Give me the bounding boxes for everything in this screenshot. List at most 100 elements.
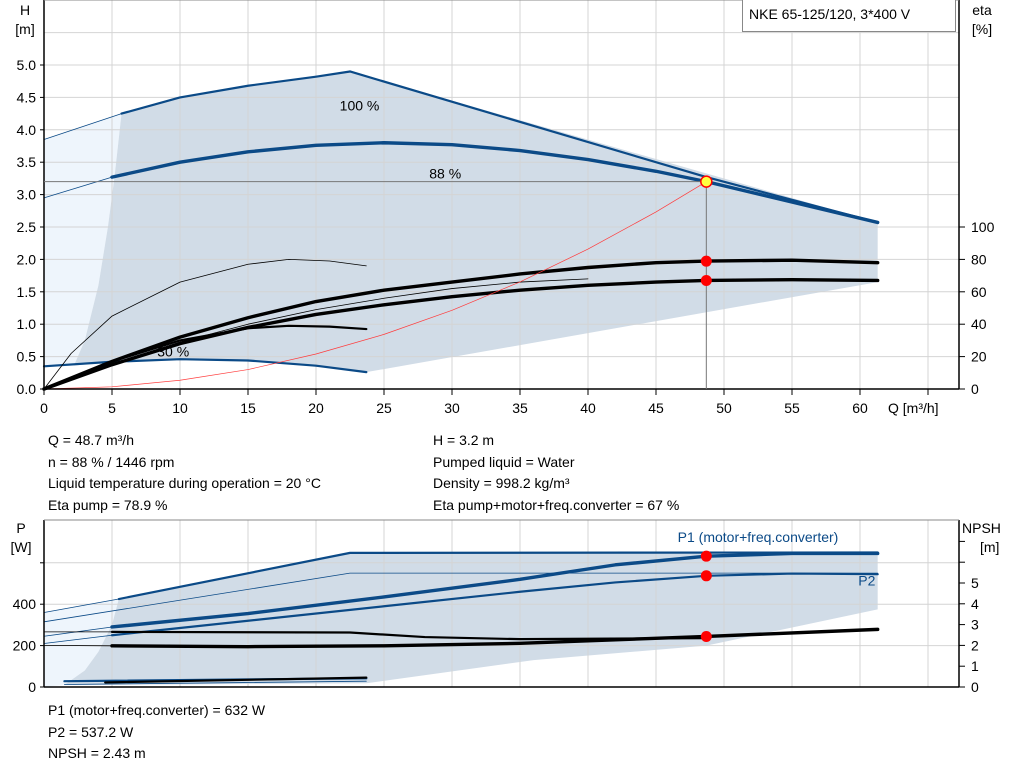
series-line-0 — [43, 598, 120, 613]
operating-envelope-area — [73, 71, 878, 373]
x-tick-label: 60 — [852, 400, 868, 416]
y-left-tick-label: 4.0 — [17, 122, 37, 138]
x-tick-label: 40 — [580, 400, 596, 416]
operating-info-left: Q = 48.7 m³/h n = 88 % / 1446 rpm Liquid… — [48, 430, 321, 516]
curve-label: 88 % — [429, 165, 461, 181]
y-left-tick-label: 5.0 — [17, 57, 37, 73]
y-left-tick-label: 2.5 — [17, 219, 37, 235]
y-right-tick-label: 4 — [971, 596, 979, 612]
y-right-tick-label: 2 — [971, 637, 979, 653]
y-right-tick-label: 20 — [971, 349, 987, 365]
series-line-5 — [43, 634, 113, 644]
info-eta-total: Eta pump+motor+freq.converter = 67 % — [433, 496, 680, 513]
curve-label: 30 % — [157, 344, 189, 360]
envelope-light-area — [44, 113, 122, 367]
info-density: Density = 998.2 kg/m³ — [433, 475, 570, 491]
series-line-12 — [110, 627, 880, 649]
x-tick-label: 55 — [784, 400, 800, 416]
y-left-tick-label: 3.5 — [17, 154, 37, 170]
p1-point — [700, 550, 712, 562]
y-left-tick-label: 3.0 — [17, 187, 37, 203]
p2-point — [700, 570, 712, 582]
y-axis-label-npsh-name: NPSH — [962, 520, 1001, 536]
curve-label: 100 % — [340, 97, 380, 113]
y-right-tick-label: 3 — [971, 617, 979, 633]
y-right-tick-label: 5 — [971, 575, 979, 591]
series-line-5 — [42, 358, 368, 374]
y-axis-label-npsh: NPSH [m] — [962, 519, 1022, 557]
x-tick-label: 50 — [716, 400, 732, 416]
y-right-tick-label: 0 — [971, 381, 979, 397]
info-npsh: NPSH = 2.43 m — [48, 745, 146, 761]
eta-total-point — [700, 274, 712, 286]
power-npsh-chart: 0 200 400 0 1 2 3 4 5 P1 (motor+freq.converter) P2 — [13, 519, 979, 695]
y-axis-label-p-unit: [W] — [10, 539, 32, 555]
operating-info-right: H = 3.2 m Pumped liquid = Water Density … — [433, 430, 679, 516]
pump-title-legend: NKE 65-125/120, 3*400 V — [742, 0, 956, 32]
y-axis-label-p-name: P — [16, 520, 26, 536]
x-axis-label-q: Q [m³/h] — [888, 400, 939, 416]
x-tick-label: 35 — [512, 400, 528, 416]
y-right-tick-label: 100 — [971, 219, 995, 235]
x-tick-label: 45 — [648, 400, 664, 416]
y-axis-label-h-name: H — [19, 2, 31, 18]
y-right-tick-label: 0 — [971, 679, 979, 695]
series-line-10 — [110, 630, 708, 641]
operating-envelope-area — [64, 552, 878, 685]
eta-pump-point — [700, 255, 712, 267]
series-line-0 — [43, 113, 122, 140]
y-axis-label-eta: eta [%] — [962, 1, 1002, 39]
envelope-light-area — [44, 599, 119, 687]
y-axis-label-eta-unit: [%] — [971, 21, 993, 37]
info-head: H = 3.2 m — [433, 432, 495, 448]
info-temperature: Liquid temperature during operation = 20… — [48, 475, 321, 491]
y-axis-label-p: P [W] — [6, 519, 36, 557]
x-tick-label: 25 — [376, 400, 392, 416]
y-left-tick-label: 400 — [13, 596, 37, 612]
y-axis-label-h-unit: [m] — [15, 21, 35, 37]
x-tick-label: 15 — [240, 400, 256, 416]
y-left-tick-label: 2.0 — [17, 251, 37, 267]
x-tick-label: 30 — [444, 400, 460, 416]
series-line-6 — [110, 572, 879, 637]
curve-label: P1 (motor+freq.converter) — [678, 529, 839, 545]
y-left-tick-label: 200 — [13, 638, 37, 654]
y-right-tick-label: 60 — [971, 284, 987, 300]
info-p2: P2 = 537.2 W — [48, 723, 134, 740]
y-right-tick-label: 40 — [971, 316, 987, 332]
info-p1: P1 (motor+freq.converter) = 632 W — [48, 702, 266, 718]
y-left-tick-label: 0.0 — [17, 381, 37, 397]
y-left-tick-label: 1.0 — [17, 316, 37, 332]
y-left-tick-label: 1.5 — [17, 284, 37, 300]
info-speed: n = 88 % / 1446 rpm — [48, 453, 175, 470]
series-line-6 — [43, 258, 367, 390]
y-left-tick-label: 0 — [28, 679, 36, 695]
duty-point — [700, 175, 713, 188]
x-tick-label: 0 — [40, 400, 48, 416]
y-left-tick-label: 0.5 — [17, 349, 37, 365]
series-line-1 — [120, 70, 352, 115]
series-line-11 — [43, 181, 707, 390]
series-line-4 — [110, 551, 880, 629]
info-eta-pump: Eta pump = 78.9 % — [48, 496, 168, 513]
y-axis-label-npsh-unit: [m] — [980, 539, 1000, 555]
y-axis-label-eta-name: eta — [972, 2, 992, 18]
head-efficiency-chart: 0.0 0.5 1.0 1.5 2.0 2.5 3.0 3.5 4.0 4.5 5.0 0 20 40 60… — [17, 0, 995, 416]
y-left-tick-label: 4.5 — [17, 89, 37, 105]
npsh-point — [700, 630, 712, 642]
series-line-1 — [117, 551, 879, 601]
series-line-13 — [104, 676, 368, 684]
y-right-tick-label: 1 — [971, 658, 979, 674]
y-axis-label-h: H [m] — [8, 1, 42, 39]
x-tick-label: 5 — [108, 400, 116, 416]
x-tick-label: 10 — [172, 400, 188, 416]
series-line-8 — [64, 680, 367, 685]
x-tick-label: 20 — [308, 400, 324, 416]
series-line-3 — [43, 176, 113, 199]
info-flow: Q = 48.7 m³/h — [48, 432, 134, 448]
curve-label: P2 — [858, 573, 875, 589]
info-liquid: Pumped liquid = Water — [433, 453, 575, 470]
power-info: P1 (motor+freq.converter) = 632 W P2 = 5… — [48, 700, 265, 765]
series-line-4 — [110, 141, 880, 225]
